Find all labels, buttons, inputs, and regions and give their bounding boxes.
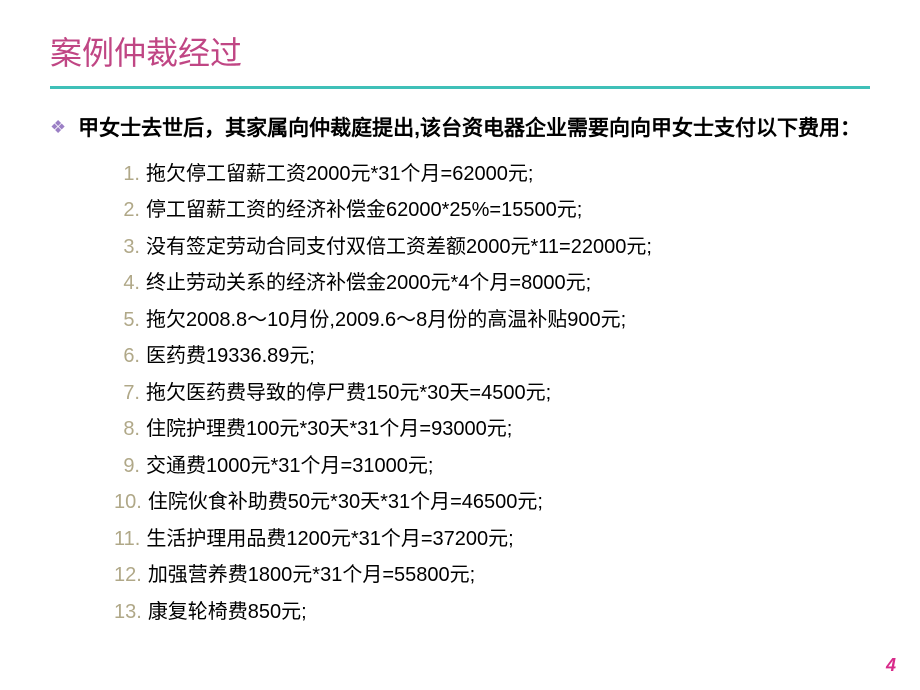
list-item: 13. 康复轮椅费850元; (114, 598, 870, 626)
list-text: 加强营养费1800元*31个月=55800元; (148, 561, 475, 589)
list-number: 7. (114, 379, 140, 407)
list-text: 拖欠停工留薪工资2000元*31个月=62000元; (146, 160, 533, 188)
list-text: 没有签定劳动合同支付双倍工资差额2000元*11=22000元; (146, 233, 652, 261)
intro-row: ❖ 甲女士去世后，其家属向仲裁庭提出,该台资电器企业需要向向甲女士支付以下费用： (50, 113, 870, 146)
list-text: 拖欠2008.8～10月份,2009.6～8月份的高温补贴900元; (146, 306, 626, 334)
list-number: 13. (114, 598, 142, 626)
list-number: 1. (114, 160, 140, 188)
page-number: 4 (886, 655, 896, 676)
list-text: 交通费1000元*31个月=31000元; (146, 452, 433, 480)
list-item: 9. 交通费1000元*31个月=31000元; (114, 452, 870, 480)
list-text: 拖欠医药费导致的停尸费150元*30天=4500元; (146, 379, 551, 407)
list-number: 3. (114, 233, 140, 261)
list-item: 7. 拖欠医药费导致的停尸费150元*30天=4500元; (114, 379, 870, 407)
title-divider (50, 86, 870, 89)
list-item: 8. 住院护理费100元*30天*31个月=93000元; (114, 415, 870, 443)
list-text: 医药费19336.89元; (146, 342, 315, 370)
diamond-bullet-icon: ❖ (50, 117, 66, 138)
list-number: 8. (114, 415, 140, 443)
intro-text: 甲女士去世后，其家属向仲裁庭提出,该台资电器企业需要向向甲女士支付以下费用： (78, 113, 861, 146)
list-number: 9. (114, 452, 140, 480)
list-number: 12. (114, 561, 142, 589)
slide-title: 案例仲裁经过 (50, 28, 870, 74)
list-item: 6. 医药费19336.89元; (114, 342, 870, 370)
list-number: 6. (114, 342, 140, 370)
list-text: 停工留薪工资的经济补偿金62000*25%=15500元; (146, 196, 582, 224)
list-item: 1. 拖欠停工留薪工资2000元*31个月=62000元; (114, 160, 870, 188)
list-item: 2. 停工留薪工资的经济补偿金62000*25%=15500元; (114, 196, 870, 224)
list-number: 4. (114, 269, 140, 297)
numbered-list: 1. 拖欠停工留薪工资2000元*31个月=62000元; 2. 停工留薪工资的… (50, 160, 870, 626)
list-number: 5. (114, 306, 140, 334)
list-item: 11. 生活护理用品费1200元*31个月=37200元; (114, 525, 870, 553)
list-text: 住院护理费100元*30天*31个月=93000元; (146, 415, 512, 443)
list-text: 终止劳动关系的经济补偿金2000元*4个月=8000元; (146, 269, 591, 297)
list-text: 生活护理用品费1200元*31个月=37200元; (146, 525, 513, 553)
list-item: 5. 拖欠2008.8～10月份,2009.6～8月份的高温补贴900元; (114, 306, 870, 334)
list-item: 10. 住院伙食补助费50元*30天*31个月=46500元; (114, 488, 870, 516)
list-number: 11. (114, 525, 140, 553)
list-item: 3. 没有签定劳动合同支付双倍工资差额2000元*11=22000元; (114, 233, 870, 261)
list-number: 10. (114, 488, 142, 516)
list-item: 12. 加强营养费1800元*31个月=55800元; (114, 561, 870, 589)
list-text: 住院伙食补助费50元*30天*31个月=46500元; (148, 488, 543, 516)
list-text: 康复轮椅费850元; (148, 598, 307, 626)
list-number: 2. (114, 196, 140, 224)
list-item: 4. 终止劳动关系的经济补偿金2000元*4个月=8000元; (114, 269, 870, 297)
